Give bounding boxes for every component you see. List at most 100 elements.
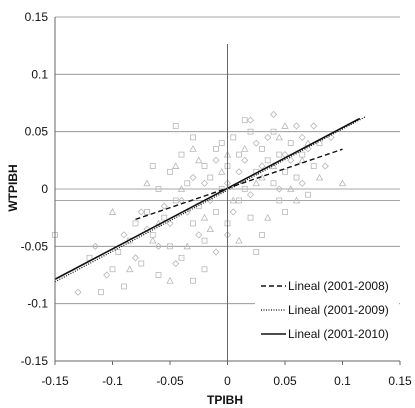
data-point bbox=[149, 231, 156, 238]
x-axis-title: TPIBH bbox=[207, 393, 243, 407]
data-point bbox=[143, 225, 151, 233]
data-point bbox=[229, 196, 237, 204]
data-point bbox=[282, 168, 288, 175]
y-tick-label: 0.15 bbox=[25, 10, 49, 24]
data-point bbox=[281, 122, 289, 129]
data-point bbox=[218, 167, 226, 175]
y-tick-label: -0.15 bbox=[21, 354, 49, 368]
data-point bbox=[201, 163, 208, 169]
data-point bbox=[172, 123, 179, 129]
axes bbox=[54, 17, 401, 365]
data-point bbox=[247, 214, 254, 221]
data-point bbox=[269, 110, 278, 119]
data-point bbox=[167, 243, 173, 250]
data-point bbox=[270, 180, 277, 187]
data-point bbox=[259, 231, 265, 238]
data-point bbox=[149, 236, 157, 244]
data-point bbox=[160, 202, 168, 210]
data-point bbox=[241, 117, 248, 124]
data-point bbox=[321, 162, 329, 170]
legend-label: Lineal (2001-2010) bbox=[288, 327, 389, 341]
y-tick-label: 0.05 bbox=[25, 125, 49, 139]
data-point bbox=[252, 179, 260, 187]
data-point bbox=[236, 197, 242, 204]
data-point bbox=[154, 242, 163, 250]
data-point bbox=[275, 185, 283, 193]
data-point bbox=[246, 116, 255, 124]
data-point bbox=[115, 249, 122, 255]
data-point bbox=[126, 265, 134, 273]
data-point bbox=[108, 208, 117, 215]
data-point bbox=[235, 236, 243, 244]
data-point bbox=[144, 209, 150, 215]
data-point bbox=[206, 225, 214, 233]
x-tick-label: 0 bbox=[224, 374, 231, 388]
data-point bbox=[207, 174, 214, 181]
data-point bbox=[213, 145, 219, 152]
data-point bbox=[212, 156, 220, 164]
data-point bbox=[109, 266, 116, 273]
trendline bbox=[54, 116, 366, 283]
x-tick-label: 0.15 bbox=[388, 374, 412, 388]
data-point bbox=[177, 185, 186, 192]
data-point bbox=[149, 163, 156, 169]
trendline bbox=[54, 117, 361, 280]
data-point bbox=[236, 151, 242, 158]
x-tick-label: -0.05 bbox=[156, 374, 184, 388]
data-point bbox=[241, 156, 249, 164]
data-point bbox=[230, 134, 237, 141]
y-tick-label: 0 bbox=[41, 182, 48, 196]
data-point bbox=[201, 266, 208, 273]
data-point bbox=[190, 220, 196, 227]
data-point bbox=[253, 249, 260, 255]
data-point bbox=[258, 162, 266, 170]
data-point bbox=[143, 179, 151, 187]
data-point bbox=[183, 242, 191, 250]
legend: Lineal (2001-2008) Lineal (2001-2009) Line… bbox=[255, 263, 399, 353]
data-point bbox=[212, 248, 220, 256]
data-point bbox=[241, 145, 249, 152]
legend-label: Lineal (2001-2008) bbox=[288, 279, 389, 293]
legend-background bbox=[255, 263, 399, 353]
data-point bbox=[264, 213, 272, 221]
data-point bbox=[155, 186, 162, 192]
data-point bbox=[155, 272, 162, 278]
data-point bbox=[264, 133, 272, 141]
data-point bbox=[229, 208, 237, 216]
x-tick-label: -0.1 bbox=[102, 374, 123, 388]
data-point bbox=[189, 173, 197, 182]
x-tick-label: 0.1 bbox=[334, 374, 351, 388]
legend-label: Lineal (2001-2009) bbox=[288, 303, 389, 317]
x-tick-label: -0.15 bbox=[41, 374, 69, 388]
data-point bbox=[338, 179, 347, 187]
data-point bbox=[190, 277, 196, 284]
data-point bbox=[298, 133, 306, 141]
data-point bbox=[241, 186, 248, 192]
data-point bbox=[304, 145, 312, 153]
y-tick-label: -0.05 bbox=[21, 239, 49, 253]
data-point bbox=[235, 168, 243, 176]
x-tick-labels: -0.15 -0.1 -0.05 0 0.05 0.1 0.15 bbox=[41, 374, 412, 388]
data-point bbox=[103, 271, 111, 279]
data-point bbox=[270, 128, 277, 135]
data-point bbox=[252, 139, 260, 147]
data-point bbox=[74, 288, 82, 296]
data-point bbox=[287, 185, 295, 192]
data-point bbox=[137, 208, 145, 216]
data-point bbox=[247, 128, 254, 135]
data-point bbox=[316, 140, 323, 147]
data-point bbox=[195, 231, 203, 239]
data-point bbox=[259, 145, 265, 152]
data-point bbox=[269, 162, 278, 169]
data-point bbox=[121, 283, 127, 290]
data-point bbox=[200, 179, 209, 187]
data-point bbox=[91, 242, 99, 250]
data-point bbox=[178, 254, 185, 261]
data-point bbox=[315, 173, 324, 181]
data-point bbox=[292, 196, 301, 204]
data-point bbox=[184, 180, 191, 187]
data-point bbox=[287, 156, 295, 164]
data-point bbox=[189, 145, 197, 152]
y-tick-label: -0.1 bbox=[27, 297, 48, 311]
